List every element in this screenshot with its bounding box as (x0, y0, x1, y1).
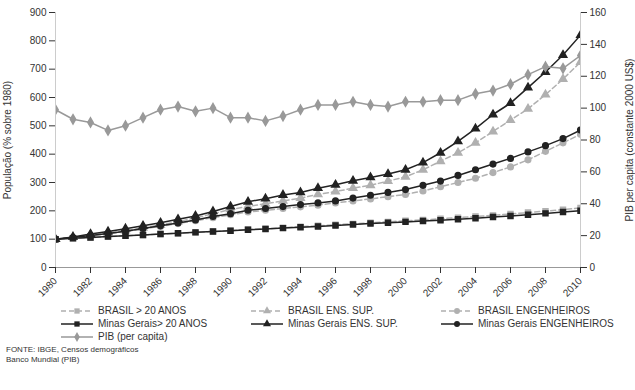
svg-text:160: 160 (590, 7, 607, 18)
svg-text:80: 80 (590, 134, 602, 145)
svg-text:1996: 1996 (316, 275, 340, 299)
svg-text:2006: 2006 (491, 275, 515, 299)
html-text:BRASIL > 20 ANOS: BRASIL > 20 ANOS (98, 305, 187, 316)
svg-text:140: 140 (590, 39, 607, 50)
svg-text:0: 0 (590, 262, 596, 273)
svg-text:1992: 1992 (246, 275, 270, 299)
html-text:Minas Gerais> 20 ANOS: Minas Gerais> 20 ANOS (98, 318, 208, 329)
svg-text:400: 400 (30, 148, 47, 159)
svg-text:100: 100 (30, 233, 47, 244)
svg-text:200: 200 (30, 205, 47, 216)
html-text:Minas Gerais ENGENHEIROS: Minas Gerais ENGENHEIROS (478, 318, 614, 329)
svg-text:2002: 2002 (421, 275, 445, 299)
svg-text:2004: 2004 (456, 275, 480, 299)
svg-text:1986: 1986 (141, 275, 165, 299)
svg-text:2010: 2010 (561, 275, 585, 299)
svg-text:40: 40 (590, 198, 602, 209)
html-text:FONTE: IBGE, Censos demográfic: FONTE: IBGE, Censos demográficos (6, 345, 139, 354)
svg-text:500: 500 (30, 120, 47, 131)
svg-text:1990: 1990 (211, 275, 235, 299)
svg-text:1994: 1994 (281, 275, 305, 299)
svg-text:120: 120 (590, 70, 607, 81)
svg-text:700: 700 (30, 63, 47, 74)
svg-text:PIB per capita (constante 2000: PIB per capita (constante 2000 US$) (624, 59, 635, 222)
svg-text:60: 60 (590, 166, 602, 177)
svg-text:300: 300 (30, 177, 47, 188)
svg-text:1998: 1998 (351, 275, 375, 299)
html-text:PIB (per capita): PIB (per capita) (98, 331, 168, 342)
svg-text:2000: 2000 (386, 275, 410, 299)
svg-text:600: 600 (30, 92, 47, 103)
svg-text:1982: 1982 (71, 275, 95, 299)
svg-text:800: 800 (30, 35, 47, 46)
svg-text:0: 0 (41, 262, 47, 273)
html-text:Banco Mundial (PIB): Banco Mundial (PIB) (6, 355, 80, 364)
svg-text:2008: 2008 (526, 275, 550, 299)
svg-text:1988: 1988 (176, 275, 200, 299)
svg-text:População (% sobre 1980): População (% sobre 1980) (2, 81, 13, 199)
svg-text:100: 100 (590, 102, 607, 113)
svg-text:900: 900 (30, 7, 47, 18)
svg-text:20: 20 (590, 230, 602, 241)
svg-text:1984: 1984 (106, 275, 130, 299)
html-text:BRASIL ENS. SUP.: BRASIL ENS. SUP. (288, 305, 375, 316)
html-text:Minas Gerais ENS. SUP.: Minas Gerais ENS. SUP. (288, 318, 398, 329)
svg-text:1980: 1980 (36, 275, 60, 299)
html-text:BRASIL ENGENHEIROS: BRASIL ENGENHEIROS (478, 305, 590, 316)
